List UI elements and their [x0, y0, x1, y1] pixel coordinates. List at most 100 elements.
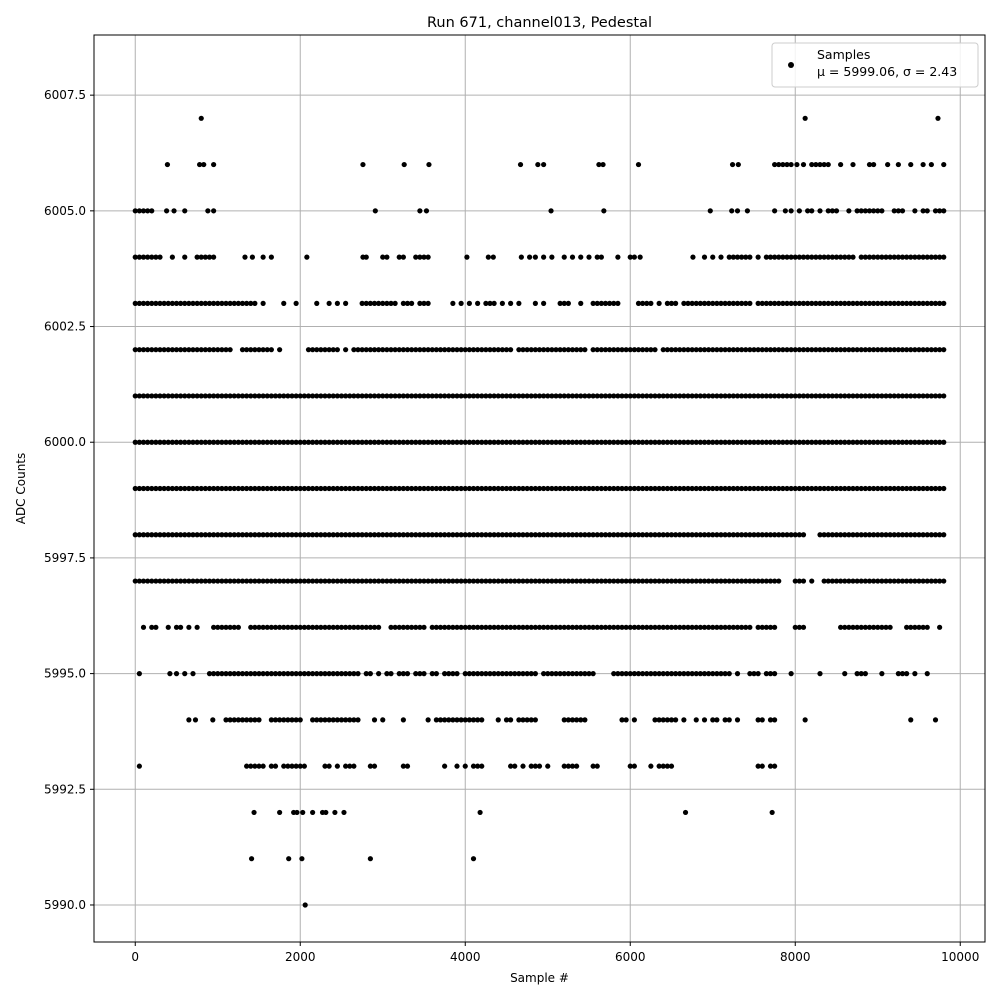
data-point: [541, 485, 547, 492]
data-point: [574, 578, 580, 584]
data-point: [644, 393, 650, 399]
data-point: [800, 347, 807, 353]
data-point: [782, 208, 788, 214]
data-point: [722, 347, 728, 353]
data-point: [912, 485, 918, 492]
data-point: [574, 717, 580, 723]
data-point: [767, 347, 774, 353]
data-point: [635, 532, 642, 538]
data-point: [619, 717, 625, 723]
data-point: [206, 393, 213, 399]
data-point: [590, 763, 596, 769]
data-point: [693, 624, 699, 630]
data-point: [714, 624, 720, 630]
data-point: [763, 578, 769, 584]
data-point: [607, 578, 613, 584]
data-point: [388, 300, 394, 306]
data-point: [729, 161, 736, 168]
data-point: [194, 393, 200, 399]
data-point: [215, 439, 221, 445]
data-point: [268, 393, 274, 399]
data-point: [260, 624, 266, 630]
legend-marker: [788, 62, 794, 68]
data-point: [578, 671, 584, 677]
data-point: [256, 671, 262, 677]
data-point: [660, 578, 666, 584]
data-point: [149, 393, 155, 399]
data-point: [404, 578, 411, 584]
data-point: [215, 393, 221, 399]
data-point: [635, 439, 642, 445]
data-point: [205, 208, 211, 214]
data-point: [780, 532, 786, 538]
data-point: [792, 439, 798, 445]
data-point: [164, 208, 170, 214]
data-point: [829, 347, 835, 353]
data-point: [838, 439, 844, 445]
data-point: [347, 717, 353, 723]
data-point: [256, 532, 262, 538]
data-point: [475, 347, 481, 353]
data-point: [582, 717, 588, 723]
data-point: [268, 485, 274, 492]
data-point: [252, 347, 258, 353]
data-point: [652, 347, 658, 353]
data-point: [776, 439, 782, 445]
data-point: [227, 485, 233, 492]
data-point: [627, 578, 633, 584]
data-point: [796, 578, 802, 584]
data-point: [677, 532, 683, 538]
data-point: [334, 578, 340, 584]
data-point: [520, 671, 526, 677]
data-point: [920, 485, 926, 492]
data-point: [248, 578, 254, 584]
data-point: [875, 624, 881, 630]
data-point: [734, 624, 741, 630]
data-point: [281, 717, 287, 723]
data-point: [197, 161, 203, 168]
data-point: [553, 485, 559, 492]
data-point: [190, 578, 196, 584]
data-point: [532, 254, 538, 260]
data-point: [838, 624, 844, 630]
data-point: [883, 300, 889, 306]
y-tick-label: 6005.0: [44, 204, 86, 218]
data-point: [743, 300, 749, 306]
data-point: [223, 717, 229, 723]
data-point: [400, 393, 406, 399]
data-point: [404, 300, 411, 306]
data-point: [549, 393, 555, 399]
data-point: [508, 671, 514, 677]
data-point: [644, 624, 650, 630]
data-point: [701, 671, 708, 677]
data-point: [854, 393, 860, 399]
data-point: [173, 532, 180, 538]
data-point: [557, 485, 563, 492]
data-point: [421, 624, 427, 630]
data-point: [520, 439, 526, 445]
data-point: [314, 393, 320, 399]
data-point: [685, 393, 691, 399]
data-point: [821, 393, 827, 399]
data-point: [475, 485, 481, 492]
data-point: [574, 347, 580, 353]
data-point: [503, 347, 510, 353]
data-point: [640, 578, 646, 584]
data-point: [227, 671, 233, 677]
data-point: [833, 300, 840, 306]
data-point: [767, 671, 774, 677]
data-point: [334, 532, 340, 538]
data-point: [586, 671, 592, 677]
data-point: [161, 485, 167, 492]
data-point: [516, 717, 522, 723]
data-point: [656, 393, 662, 399]
data-point: [899, 393, 906, 399]
data-point: [689, 485, 695, 492]
data-point: [164, 161, 171, 168]
data-point: [371, 393, 378, 399]
data-point: [392, 485, 398, 492]
data-point: [487, 671, 493, 677]
data-point: [549, 532, 555, 538]
data-point: [359, 393, 365, 399]
data-point: [301, 393, 307, 399]
